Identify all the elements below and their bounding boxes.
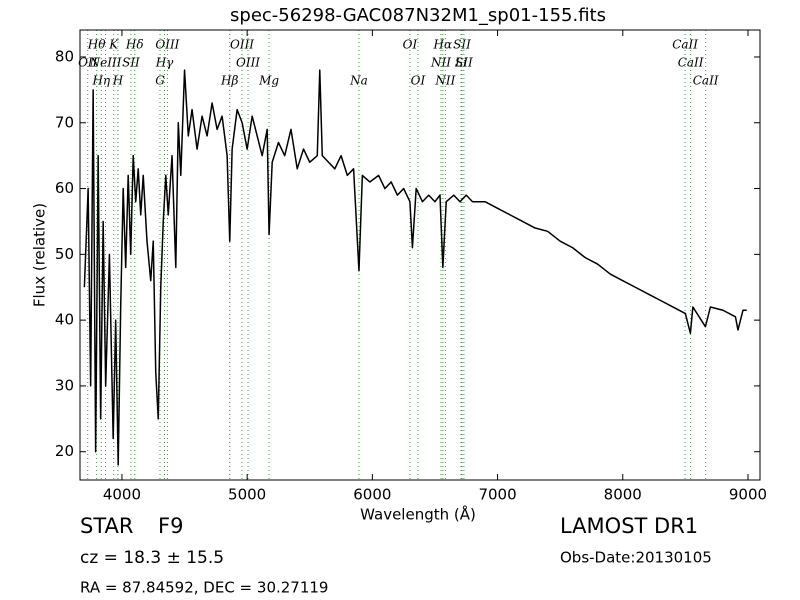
spectral-line-label: OIII xyxy=(230,38,254,52)
spectral-line-label: G xyxy=(155,74,165,88)
y-tick-label: 60 xyxy=(55,179,74,197)
x-tick-label: 4000 xyxy=(103,486,141,504)
x-axis-label: Wavelength (Å) xyxy=(360,505,476,524)
redshift: cz = 18.3 ± 15.5 xyxy=(80,548,224,568)
x-tick-label: 7000 xyxy=(478,486,516,504)
spectral-line-label: Hη xyxy=(91,74,110,88)
spectral-line-label: K xyxy=(108,38,119,52)
y-tick-label: 80 xyxy=(55,47,74,65)
object-subclass: F9 xyxy=(158,514,183,538)
spectral-line-label: Mg xyxy=(258,74,279,88)
spectral-line-label: H xyxy=(112,74,124,88)
spectral-line-label: Hδ xyxy=(125,38,144,52)
x-tick-label: 9000 xyxy=(729,486,767,504)
spectral-line-label: CaII xyxy=(678,56,704,70)
x-tick-label: 8000 xyxy=(604,486,642,504)
spectral-line-label: OI xyxy=(403,38,418,52)
spectral-line-label: SII xyxy=(122,56,140,70)
spectral-line-label: OIII xyxy=(155,38,179,52)
chart-title: spec-56298-GAC087N32M1_sp01-155.fits xyxy=(230,5,606,26)
spectrum-line xyxy=(83,69,747,466)
spectral-line-label: Hγ xyxy=(155,56,174,70)
spectral-line-label: Hθ xyxy=(87,38,106,52)
y-tick-label: 70 xyxy=(55,113,74,131)
survey: LAMOST DR1 xyxy=(560,514,698,538)
plot-frame xyxy=(79,29,761,481)
x-tick-label: 6000 xyxy=(353,486,391,504)
obs-date: Obs-Date:20130105 xyxy=(560,549,712,567)
spectral-line-label: Na xyxy=(349,74,368,88)
y-axis-label: Flux (relative) xyxy=(31,203,49,307)
y-tick-label: 30 xyxy=(55,376,74,394)
spectral-line-label: OII xyxy=(78,56,98,70)
spectral-line-label: Hβ xyxy=(220,74,238,88)
object-class: STAR xyxy=(80,514,133,538)
spectral-line-label: NII xyxy=(434,74,455,88)
spectral-line-label: CaII xyxy=(672,38,698,52)
spectral-line-label: Hα xyxy=(433,38,453,52)
y-tick-label: 20 xyxy=(55,442,74,460)
y-tick-label: 40 xyxy=(55,311,74,329)
y-tick-label: 50 xyxy=(55,245,74,263)
spectral-line-label: NeIII xyxy=(89,56,122,70)
spectral-line-label: OI xyxy=(411,74,426,88)
coordinates: RA = 87.84592, DEC = 30.27119 xyxy=(80,579,328,597)
spectral-line-label: SII xyxy=(455,56,473,70)
spectral-line-label: SII xyxy=(453,38,471,52)
spectral-line-label: OIII xyxy=(236,56,260,70)
spectral-line-label: NII xyxy=(430,56,451,70)
spectral-line-label: CaII xyxy=(693,74,719,88)
x-tick-label: 5000 xyxy=(228,486,266,504)
